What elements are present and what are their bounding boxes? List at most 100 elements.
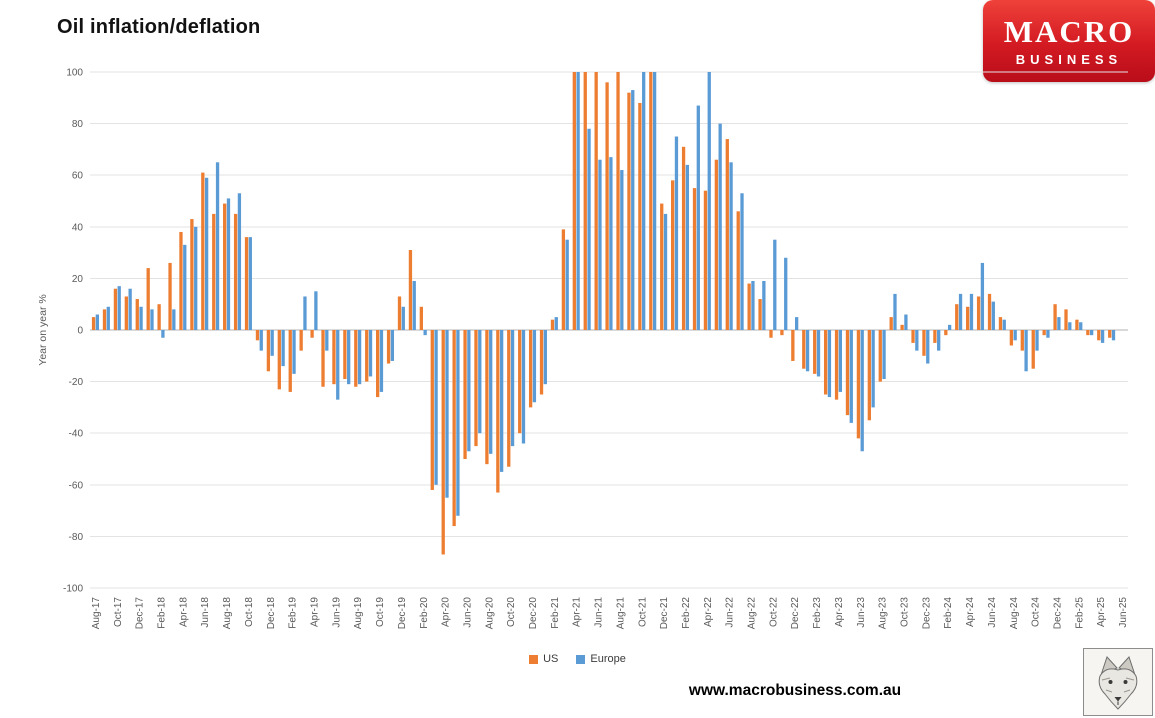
bar-us [397,296,402,330]
bar-us [550,319,555,330]
bar-europe [489,330,493,454]
bar-europe [139,306,143,330]
bar-us [1075,319,1079,330]
x-tick-label: Dec-20 [528,597,539,630]
x-tick-label: Oct-24 [1031,597,1042,627]
x-tick-label: Apr-21 [572,597,583,627]
bar-us [507,330,511,467]
bar-us [518,330,522,434]
bar-us [834,330,839,400]
bar-europe [751,280,755,330]
bar-europe [532,330,537,403]
x-tick-label: Apr-24 [965,597,976,627]
x-tick-label: Oct-18 [244,597,255,627]
bar-europe [95,314,100,330]
x-tick-label: Aug-19 [353,597,364,630]
bar-us [594,72,598,330]
bar-us [354,330,358,387]
bar-europe [915,330,919,351]
x-tick-label: Aug-17 [91,597,102,630]
bar-us [223,203,227,330]
bar-us [1097,330,1101,341]
bar-europe [368,330,373,377]
bar-us [91,317,96,330]
x-tick-label: Aug-23 [878,597,889,630]
bar-europe [1090,330,1094,336]
bar-europe [762,280,766,330]
bar-europe [838,330,842,392]
x-tick-label: Feb-24 [943,597,954,629]
bar-europe [270,330,274,356]
x-tick-label: Aug-21 [615,597,626,630]
bar-europe [598,159,602,330]
bar-europe [401,306,405,330]
bar-europe [510,330,515,447]
bar-europe [980,262,985,330]
bar-us [649,72,653,330]
us-color-swatch [529,654,539,664]
bar-europe [707,72,711,330]
bar-europe [893,293,897,330]
bar-us [277,330,281,390]
bar-europe [871,330,875,408]
x-tick-label: Apr-19 [309,597,320,627]
bar-europe [565,239,569,330]
bar-us [660,203,664,330]
y-tick-label: -60 [69,480,84,491]
y-tick-label: -80 [69,532,84,543]
bar-europe [652,72,657,330]
x-tick-label: Feb-20 [419,597,430,629]
legend-label-europe: Europe [590,653,626,665]
bar-us [976,296,981,330]
bar-us [233,213,238,330]
bar-europe [1068,322,1072,330]
bar-europe [314,291,318,330]
bar-us [944,330,948,336]
y-tick-label: 80 [72,119,84,130]
x-tick-label: Jun-20 [462,597,473,628]
bar-europe [215,162,220,330]
bar-us [1108,330,1112,338]
bar-us [780,330,784,336]
bar-us [681,146,686,330]
bar-europe [172,309,176,330]
y-axis-title: Year on year % [37,294,49,365]
legend-item-europe: Europe [576,653,626,665]
x-tick-label: Jun-19 [331,597,342,628]
bar-europe [1035,330,1039,351]
bar-europe [379,330,384,392]
bar-us [299,330,303,351]
bar-us [714,159,719,330]
website-url: www.macrobusiness.com.au [688,682,902,699]
bar-us [146,268,150,330]
bar-chart: -100 -80 -60 -40 -20 0 20 40 60 80 100 Year on year… [0,30,1155,660]
bar-europe [1013,330,1017,341]
bar-us [955,304,959,330]
bar-europe [991,301,995,330]
bar-us [889,317,893,330]
bar-us [1042,330,1046,336]
legend-item-us: US [529,653,558,665]
bar-us [124,296,128,330]
bar-europe [937,330,941,351]
europe-color-swatch [576,654,586,664]
x-tick-label: Dec-18 [266,597,277,630]
bar-europe [292,330,296,374]
x-tick-label: Jun-18 [200,597,211,628]
bar-europe [554,317,558,330]
bar-us [310,330,314,338]
bar-europe [1024,330,1028,372]
x-tick-label: Jun-22 [725,597,736,628]
bar-europe [696,105,700,330]
bar-us [539,330,544,395]
x-tick-label: Feb-22 [681,597,692,629]
x-tick-label: Dec-17 [135,597,146,630]
bar-europe [904,314,908,330]
x-tick-label: Oct-23 [900,597,911,627]
bar-europe [805,330,810,372]
bar-us [288,330,292,392]
bar-europe [128,288,132,330]
bar-us [867,330,871,421]
bar-europe [947,324,952,330]
bar-us [474,330,478,447]
